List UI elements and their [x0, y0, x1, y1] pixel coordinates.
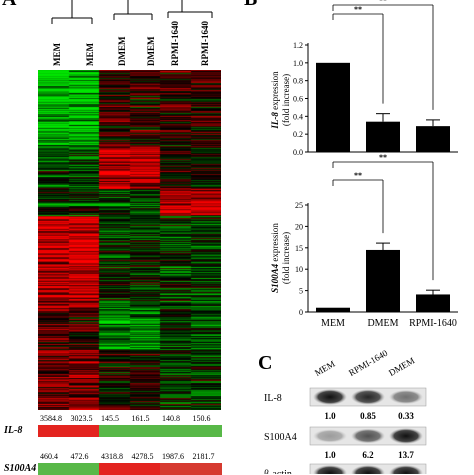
- blot-band: [389, 428, 423, 444]
- expression-color-bar: [160, 425, 191, 437]
- significance-marker: **: [354, 5, 362, 14]
- blot-band: [389, 389, 423, 405]
- western-column-label: MEM: [313, 358, 337, 378]
- panel-c-letter: C: [258, 352, 273, 374]
- blot-band: [313, 465, 347, 474]
- blot-quant-value: 13.7: [398, 450, 414, 460]
- heatmap: [38, 70, 221, 410]
- bar-charts: 0.0 0.2 0.4 0.6 0.8 1.0 1.2 ** ** IL-8 expression…: [270, 0, 458, 329]
- bar: [316, 307, 350, 312]
- blot-band: [351, 428, 385, 444]
- gene-value: 472.6: [70, 452, 89, 461]
- gene-value: 2181.7: [192, 452, 215, 461]
- expression-color-bar: [160, 463, 191, 475]
- expression-color-bar: [68, 425, 100, 437]
- gene-value: 460.4: [40, 452, 58, 461]
- y-axis-label-line2: (fold increase): [281, 232, 291, 284]
- expression-color-bar: [129, 425, 161, 437]
- heatmap-column-label: RPMI-1640: [170, 21, 180, 66]
- gene-value: 3023.5: [70, 414, 93, 423]
- blot-band: [351, 389, 385, 405]
- western-column-label: DMEM: [387, 355, 417, 378]
- blot-quant-value: 1.0: [324, 411, 336, 421]
- blot-label: IL-8: [264, 393, 282, 404]
- y-axis-label: S100A4 expression (fold increase): [270, 223, 291, 293]
- y-tick-label: 10: [295, 265, 303, 274]
- blot-quant-value: 6.2: [362, 450, 374, 460]
- y-tick-label: 0: [299, 308, 303, 317]
- blot-band: [313, 389, 347, 405]
- gene-value: 3584.8: [40, 414, 62, 423]
- y-tick-label: 5: [299, 287, 303, 296]
- expression-color-bar: [190, 425, 222, 437]
- bar: [416, 294, 450, 312]
- bar: [416, 126, 450, 152]
- y-axis-label-line1: IL-8 expression: [270, 71, 280, 130]
- heatmap-column-label: DMEM: [117, 36, 127, 67]
- panel-a-letter: A: [2, 0, 16, 11]
- western-blot: IL-8 1.0 0.85 0.33 S100A4 1.0 6.2 13.7 β-actin: [264, 387, 427, 474]
- gene-label: S100A4: [4, 463, 37, 474]
- heatmap-column-label: MEM: [85, 43, 95, 66]
- gene-value: 4318.8: [101, 452, 123, 461]
- bar: [366, 121, 400, 152]
- expression-color-bar: [99, 463, 130, 475]
- significance-marker: **: [354, 171, 362, 180]
- y-tick-label: 0.6: [293, 95, 303, 104]
- bar: [366, 249, 400, 312]
- gene-label: IL-8: [4, 425, 23, 436]
- gene-value: 150.6: [192, 414, 211, 423]
- y-tick-label: 0.0: [293, 148, 303, 157]
- y-tick-label: 0.4: [293, 112, 303, 121]
- y-tick-label: 1.2: [293, 41, 303, 50]
- y-tick-label: 0.8: [293, 77, 303, 86]
- y-tick-label: 1.0: [293, 59, 303, 68]
- blot-quant-value: 1.0: [324, 450, 336, 460]
- blot-label: S100A4: [264, 432, 297, 443]
- x-tick-label: RPMI-1640: [409, 318, 457, 329]
- blot-quant-value: 0.33: [398, 411, 414, 421]
- expression-color-bar: [68, 463, 100, 475]
- gene-value: 1987.6: [162, 452, 184, 461]
- blot-band: [351, 465, 385, 474]
- expression-color-bar: [38, 425, 69, 437]
- y-tick-label: 20: [295, 222, 303, 231]
- expression-color-bar: [38, 463, 69, 475]
- dendrogram: [51, 0, 213, 24]
- y-tick-label: 15: [295, 244, 303, 253]
- panel-b-letter: B: [244, 0, 257, 11]
- blot-label: β-actin: [264, 469, 292, 474]
- gene-value: 145.5: [101, 414, 119, 423]
- heatmap-column-label: DMEM: [146, 36, 156, 67]
- blot-band: [313, 429, 347, 443]
- bar: [316, 62, 350, 153]
- gene-value: 140.8: [162, 414, 180, 423]
- y-axis-label-line1: S100A4 expression: [270, 223, 280, 293]
- significance-marker: **: [379, 153, 387, 162]
- expression-color-bar: [129, 463, 161, 475]
- heatmap-column-label: MEM: [52, 43, 62, 66]
- gene-value: 4278.5: [131, 452, 154, 461]
- x-tick-label: DMEM: [367, 318, 398, 329]
- significance-marker: **: [379, 0, 387, 5]
- blot-band: [389, 465, 423, 474]
- gene-value: 161.5: [131, 414, 150, 423]
- expression-color-bar: [190, 463, 222, 475]
- heatmap-column-label: RPMI-1640: [200, 21, 210, 66]
- x-tick-label: MEM: [321, 318, 345, 329]
- expression-color-bar: [99, 425, 130, 437]
- y-axis-label: IL-8 expression (fold increase): [270, 71, 291, 130]
- y-tick-label: 25: [295, 201, 303, 210]
- y-axis-label-line2: (fold increase): [281, 74, 291, 126]
- y-tick-label: 0.2: [293, 130, 303, 139]
- blot-quant-value: 0.85: [360, 411, 376, 421]
- western-column-label: RPMI-1640: [347, 347, 390, 378]
